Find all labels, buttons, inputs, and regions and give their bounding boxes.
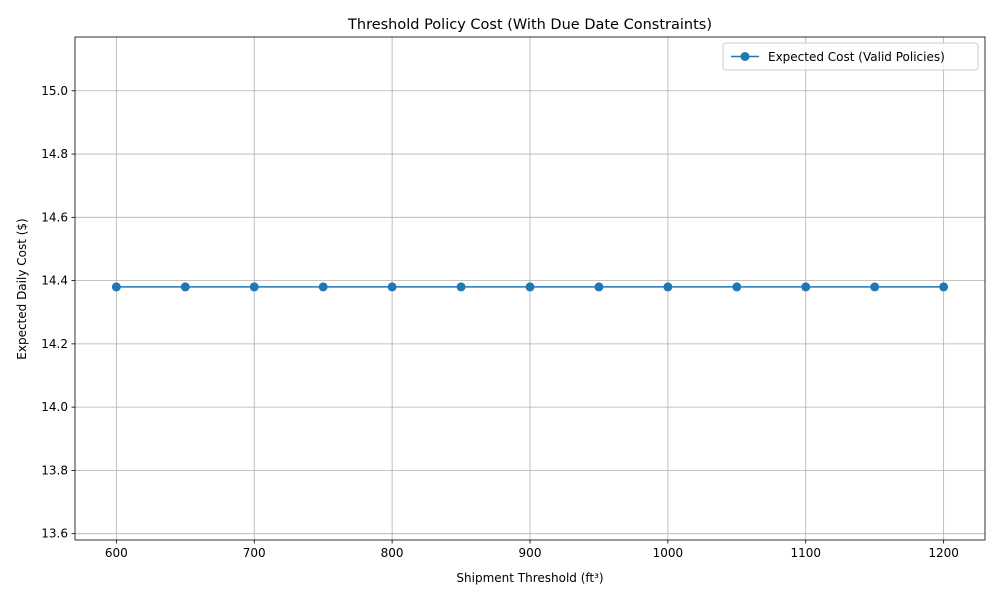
legend-frame: [722, 42, 979, 71]
x-axis-label: Shipment Threshold (ft³): [456, 571, 603, 585]
y-axis-label: Expected Daily Cost ($): [15, 218, 29, 359]
data-point: [870, 282, 880, 292]
data-point: [594, 282, 604, 292]
legend: Expected Cost (Valid Policies): [722, 42, 979, 71]
data-point: [111, 282, 121, 292]
data-point: [525, 282, 535, 292]
data-point: [732, 282, 742, 292]
x-tick-label: 1000: [653, 546, 684, 560]
data-point: [387, 282, 397, 292]
y-tick-label: 14.0: [41, 400, 68, 414]
legend-label: Expected Cost (Valid Policies): [768, 50, 945, 64]
y-axis: 13.6 13.8 14.0 14.2 14.4 14.6 14.8 15.0: [41, 84, 75, 541]
y-tick-label: 13.8: [41, 463, 68, 477]
data-point: [939, 282, 949, 292]
x-tick-label: 600: [105, 546, 128, 560]
series-layer: [111, 282, 949, 292]
chart-title: Threshold Policy Cost (With Due Date Con…: [347, 17, 712, 33]
y-tick-label: 14.8: [41, 147, 68, 161]
y-tick-label: 13.6: [41, 527, 68, 541]
x-tick-label: 1100: [790, 546, 821, 560]
x-tick-label: 1200: [928, 546, 959, 560]
data-point: [318, 282, 328, 292]
data-point: [663, 282, 673, 292]
data-point: [801, 282, 811, 292]
data-point: [180, 282, 190, 292]
y-tick-label: 14.2: [41, 337, 68, 351]
x-tick-label: 700: [243, 546, 266, 560]
data-point: [249, 282, 259, 292]
y-tick-label: 15.0: [41, 84, 68, 98]
y-tick-label: 14.4: [41, 274, 68, 288]
legend-marker-swatch: [740, 52, 750, 61]
x-tick-label: 900: [519, 546, 542, 560]
data-point: [456, 282, 466, 292]
y-tick-label: 14.6: [41, 210, 68, 224]
x-tick-label: 800: [381, 546, 404, 560]
x-axis: 600 700 800 900 1000 1100 1200: [105, 540, 959, 560]
